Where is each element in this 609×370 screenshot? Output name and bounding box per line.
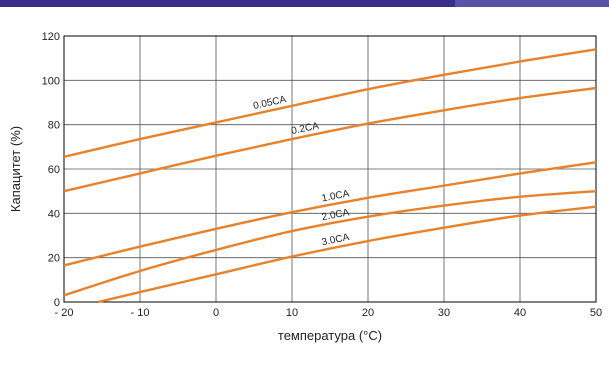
- x-tick-label: 0: [213, 307, 219, 319]
- x-tick-label: - 10: [131, 307, 150, 319]
- x-tick-label: 10: [286, 307, 298, 319]
- y-tick-labels: 0 20 40 60 80 100 120: [42, 31, 60, 309]
- x-tick-label: - 20: [55, 307, 74, 319]
- x-tick-labels: - 20 - 10 0 10 20 30 40 50: [55, 307, 603, 319]
- series-label: 0.05CA: [252, 94, 287, 112]
- series-line-0-2ca: [63, 86, 597, 193]
- x-tick-label: 50: [590, 307, 602, 319]
- y-tick-label: 60: [48, 164, 60, 176]
- y-tick-label: 0: [54, 297, 60, 309]
- y-tick-label: 100: [42, 75, 60, 87]
- y-tick-label: 40: [48, 208, 60, 220]
- top-banner-accent: [455, 0, 609, 7]
- grid: [64, 36, 596, 302]
- series-line-2-0ca: [63, 189, 597, 297]
- y-axis-label: Капацитет (%): [8, 126, 23, 212]
- top-banner: [0, 0, 609, 7]
- x-tick-label: 40: [514, 307, 526, 319]
- series-label: 2.0CA: [321, 207, 351, 223]
- plot-frame: [63, 35, 597, 303]
- y-tick-label: 80: [48, 120, 60, 132]
- series-label: 3.0CA: [321, 232, 351, 248]
- x-axis-label: температура (°C): [278, 328, 382, 343]
- series-line-0-05ca: [63, 48, 597, 158]
- y-tick-label: 20: [48, 253, 60, 265]
- series-line-3-0ca: [97, 205, 597, 304]
- series-label: 1.0CA: [321, 188, 351, 204]
- series-line-1-0ca: [63, 161, 597, 267]
- x-tick-label: 30: [438, 307, 450, 319]
- x-tick-label: 20: [362, 307, 374, 319]
- y-tick-label: 120: [42, 31, 60, 43]
- series-lines: [63, 48, 597, 304]
